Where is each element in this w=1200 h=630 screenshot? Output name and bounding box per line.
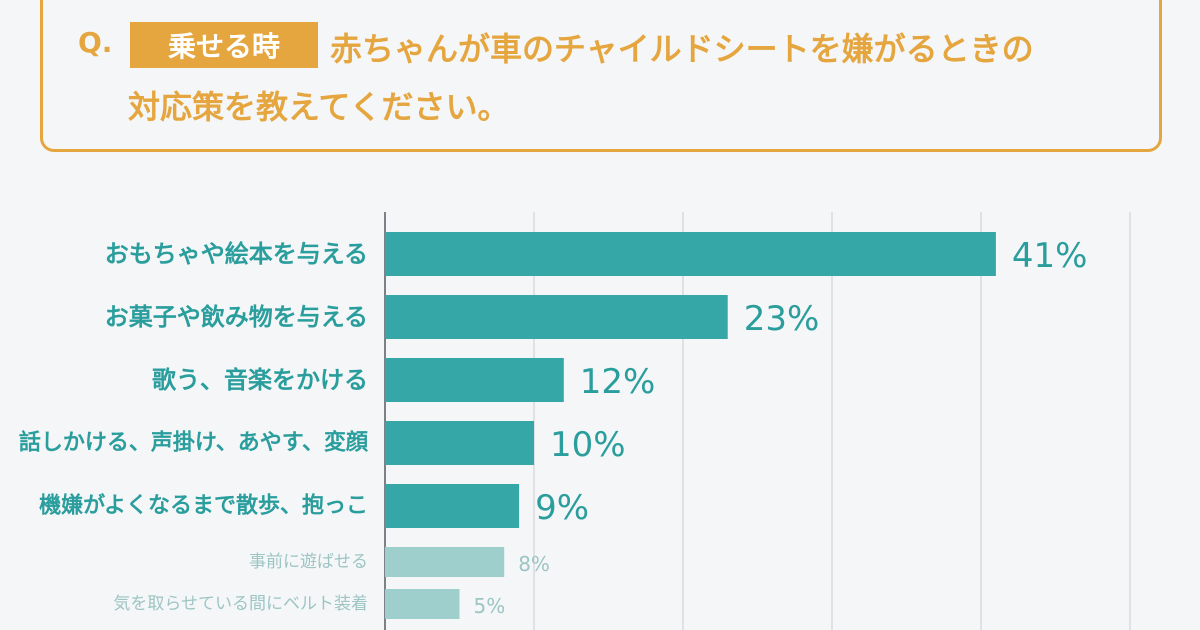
value-label: 5% bbox=[474, 594, 506, 618]
category-label: 話しかける、声掛け、あやす、変顔 bbox=[19, 430, 369, 456]
question-text-line2: 対応策を教えてください。 bbox=[128, 88, 510, 126]
value-label: 12% bbox=[580, 362, 656, 402]
bar bbox=[385, 547, 505, 577]
bar bbox=[385, 589, 460, 619]
bar bbox=[385, 295, 728, 339]
bar bbox=[385, 232, 996, 276]
value-label: 8% bbox=[518, 552, 550, 576]
value-label: 41% bbox=[1012, 236, 1088, 276]
category-label: 事前に遊ばせる bbox=[249, 552, 368, 572]
value-label: 23% bbox=[744, 299, 820, 339]
bar bbox=[385, 358, 564, 402]
question-text-line1: 赤ちゃんが車のチャイルドシートを嫌がるときの bbox=[330, 30, 1034, 68]
category-label: 気を取らせている間にベルト装着 bbox=[113, 594, 368, 614]
value-label: 9% bbox=[535, 488, 589, 528]
category-label: お菓子や飲み物を与える bbox=[105, 303, 368, 331]
bar bbox=[385, 421, 534, 465]
category-label: 機嫌がよくなるまで散歩、抱っこ bbox=[39, 493, 368, 519]
bar bbox=[385, 484, 520, 528]
question-tag: 乗せる時 bbox=[130, 22, 318, 68]
value-label: 10% bbox=[550, 425, 626, 465]
category-label: 歌う、音楽をかける bbox=[152, 366, 368, 394]
category-label: おもちゃや絵本を与える bbox=[105, 240, 368, 268]
question-prefix: Q. bbox=[78, 26, 113, 59]
